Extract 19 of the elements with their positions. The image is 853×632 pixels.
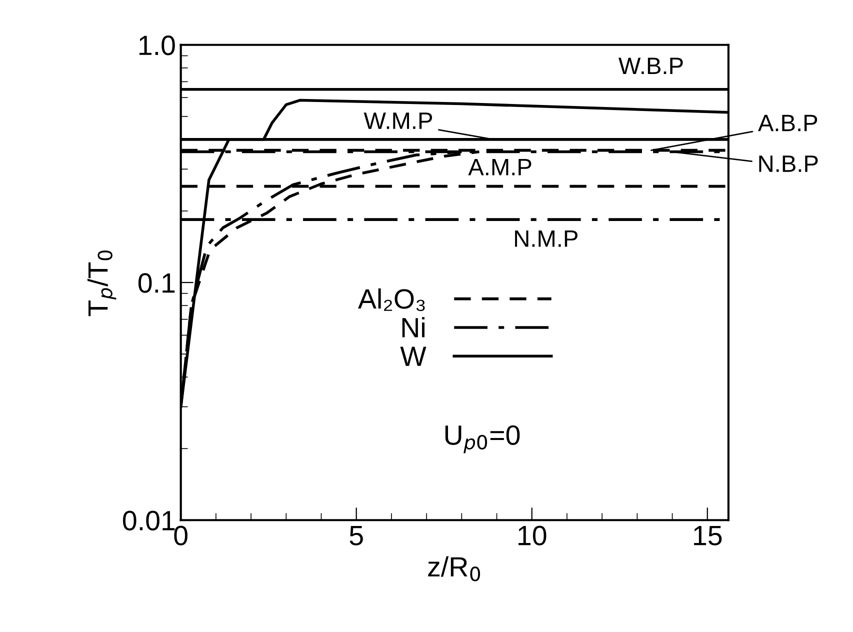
ref-line-label: N.M.P bbox=[515, 230, 578, 247]
ref-line-label: A.B.P bbox=[758, 114, 818, 132]
ref-line-label: W.B.P bbox=[618, 58, 683, 74]
ref-line-label: N.B.P bbox=[759, 156, 818, 172]
y-axis-title: T$_{p}$/T$_{0}$ bbox=[87, 250, 116, 316]
ref-line-label: A.M.P bbox=[468, 158, 532, 176]
y-tick-label: 1.0 bbox=[139, 36, 175, 56]
ref-line-label: W.M.P bbox=[364, 112, 432, 129]
x-tick-label: 0 bbox=[174, 526, 188, 546]
x-axis-title: z/R$_{0}$ bbox=[428, 556, 480, 582]
x-tick-label: 15 bbox=[694, 526, 722, 546]
x-tick-label: 10 bbox=[518, 526, 546, 546]
y-tick-label: 0.1 bbox=[138, 273, 175, 293]
legend-label: W bbox=[400, 346, 426, 366]
annotation: U$_{p0}$=0 bbox=[445, 425, 520, 454]
legend-label: Al₂O₃ bbox=[358, 288, 425, 312]
legend-label: Ni bbox=[402, 317, 424, 338]
y-tick-label: 0.01 bbox=[123, 510, 175, 530]
x-tick-label: 5 bbox=[350, 526, 363, 546]
